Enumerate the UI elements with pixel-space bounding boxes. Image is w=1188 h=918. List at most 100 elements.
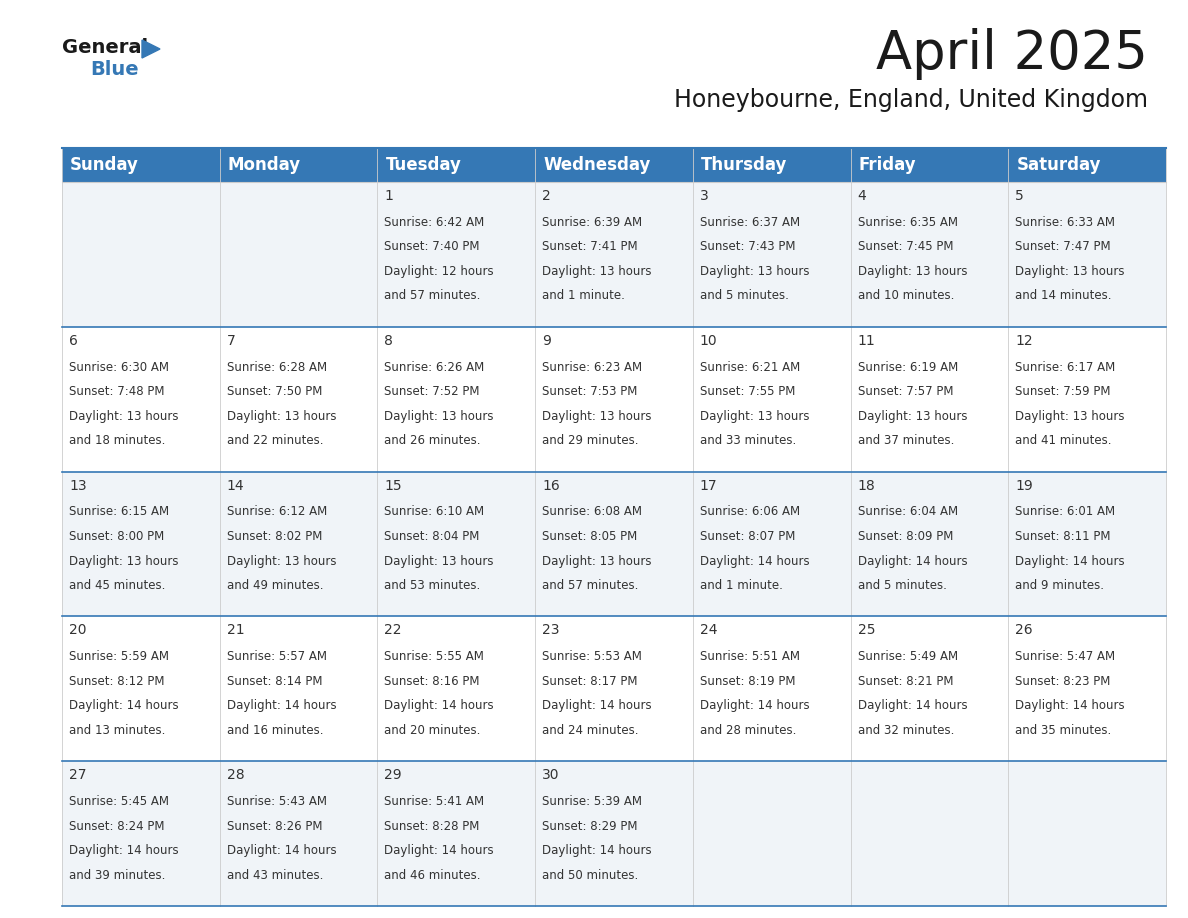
Text: Daylight: 13 hours: Daylight: 13 hours xyxy=(385,554,494,567)
Text: Sunrise: 6:08 AM: Sunrise: 6:08 AM xyxy=(542,506,643,519)
Bar xyxy=(1009,616,1165,761)
Text: Sunrise: 5:53 AM: Sunrise: 5:53 AM xyxy=(542,650,642,664)
Bar xyxy=(220,761,378,906)
Text: Daylight: 13 hours: Daylight: 13 hours xyxy=(1016,265,1125,278)
Text: Sunrise: 6:06 AM: Sunrise: 6:06 AM xyxy=(700,506,800,519)
Text: 7: 7 xyxy=(227,334,235,348)
Text: Sunrise: 5:55 AM: Sunrise: 5:55 AM xyxy=(385,650,485,664)
Text: Daylight: 13 hours: Daylight: 13 hours xyxy=(542,409,652,422)
Text: and 32 minutes.: and 32 minutes. xyxy=(858,723,954,737)
Text: 21: 21 xyxy=(227,623,245,637)
Text: and 57 minutes.: and 57 minutes. xyxy=(542,579,638,592)
Text: 13: 13 xyxy=(69,478,87,493)
Text: Sunrise: 5:59 AM: Sunrise: 5:59 AM xyxy=(69,650,169,664)
Bar xyxy=(1009,472,1165,616)
Bar xyxy=(378,472,535,616)
Bar xyxy=(378,182,535,327)
Bar xyxy=(1009,327,1165,472)
Bar xyxy=(851,472,1009,616)
Text: Sunday: Sunday xyxy=(70,156,139,174)
Text: Sunset: 8:17 PM: Sunset: 8:17 PM xyxy=(542,675,638,688)
Text: Daylight: 13 hours: Daylight: 13 hours xyxy=(227,409,336,422)
Text: Sunset: 8:19 PM: Sunset: 8:19 PM xyxy=(700,675,795,688)
Text: Sunrise: 5:57 AM: Sunrise: 5:57 AM xyxy=(227,650,327,664)
Text: Sunset: 7:43 PM: Sunset: 7:43 PM xyxy=(700,241,795,253)
Text: Sunset: 8:02 PM: Sunset: 8:02 PM xyxy=(227,530,322,543)
Text: Sunrise: 6:01 AM: Sunrise: 6:01 AM xyxy=(1016,506,1116,519)
Text: Sunrise: 6:28 AM: Sunrise: 6:28 AM xyxy=(227,361,327,374)
Bar xyxy=(851,616,1009,761)
Text: 25: 25 xyxy=(858,623,876,637)
Text: and 9 minutes.: and 9 minutes. xyxy=(1016,579,1105,592)
Text: Sunrise: 6:15 AM: Sunrise: 6:15 AM xyxy=(69,506,169,519)
Text: and 24 minutes.: and 24 minutes. xyxy=(542,723,639,737)
Text: Sunrise: 5:39 AM: Sunrise: 5:39 AM xyxy=(542,795,643,808)
Bar xyxy=(535,182,693,327)
Text: 15: 15 xyxy=(385,478,402,493)
Text: Honeybourne, England, United Kingdom: Honeybourne, England, United Kingdom xyxy=(674,88,1148,112)
Text: Daylight: 14 hours: Daylight: 14 hours xyxy=(69,845,178,857)
Text: 5: 5 xyxy=(1016,189,1024,203)
Text: Daylight: 13 hours: Daylight: 13 hours xyxy=(858,265,967,278)
Bar xyxy=(62,327,220,472)
Text: and 57 minutes.: and 57 minutes. xyxy=(385,289,481,302)
Bar xyxy=(535,327,693,472)
Text: and 20 minutes.: and 20 minutes. xyxy=(385,723,481,737)
Bar xyxy=(693,761,851,906)
Text: General: General xyxy=(62,38,148,57)
Text: and 10 minutes.: and 10 minutes. xyxy=(858,289,954,302)
Text: Daylight: 13 hours: Daylight: 13 hours xyxy=(542,265,652,278)
Text: April 2025: April 2025 xyxy=(876,28,1148,80)
Text: and 50 minutes.: and 50 minutes. xyxy=(542,868,638,881)
Text: Sunset: 8:24 PM: Sunset: 8:24 PM xyxy=(69,820,164,833)
Text: Sunrise: 6:37 AM: Sunrise: 6:37 AM xyxy=(700,216,800,229)
Bar xyxy=(62,616,220,761)
Text: Daylight: 13 hours: Daylight: 13 hours xyxy=(858,409,967,422)
Text: and 5 minutes.: and 5 minutes. xyxy=(700,289,789,302)
Text: 22: 22 xyxy=(385,623,402,637)
Text: and 28 minutes.: and 28 minutes. xyxy=(700,723,796,737)
Text: Daylight: 14 hours: Daylight: 14 hours xyxy=(858,700,967,712)
Text: Sunrise: 6:19 AM: Sunrise: 6:19 AM xyxy=(858,361,958,374)
Text: 11: 11 xyxy=(858,334,876,348)
Text: Daylight: 14 hours: Daylight: 14 hours xyxy=(227,700,336,712)
Text: Sunrise: 6:39 AM: Sunrise: 6:39 AM xyxy=(542,216,643,229)
Text: Sunset: 7:45 PM: Sunset: 7:45 PM xyxy=(858,241,953,253)
Text: Sunset: 7:57 PM: Sunset: 7:57 PM xyxy=(858,386,953,398)
Text: 20: 20 xyxy=(69,623,87,637)
Text: Daylight: 14 hours: Daylight: 14 hours xyxy=(385,700,494,712)
Text: Sunset: 8:11 PM: Sunset: 8:11 PM xyxy=(1016,530,1111,543)
Text: and 41 minutes.: and 41 minutes. xyxy=(1016,434,1112,447)
Text: 17: 17 xyxy=(700,478,718,493)
Text: Sunrise: 6:30 AM: Sunrise: 6:30 AM xyxy=(69,361,169,374)
Text: and 35 minutes.: and 35 minutes. xyxy=(1016,723,1112,737)
Bar xyxy=(693,327,851,472)
Text: Sunset: 7:50 PM: Sunset: 7:50 PM xyxy=(227,386,322,398)
Text: Friday: Friday xyxy=(859,156,916,174)
Text: Daylight: 14 hours: Daylight: 14 hours xyxy=(1016,554,1125,567)
Bar xyxy=(535,148,693,182)
Text: Sunset: 8:26 PM: Sunset: 8:26 PM xyxy=(227,820,322,833)
Text: 27: 27 xyxy=(69,768,87,782)
Text: 10: 10 xyxy=(700,334,718,348)
Text: Sunset: 7:47 PM: Sunset: 7:47 PM xyxy=(1016,241,1111,253)
Text: Monday: Monday xyxy=(228,156,301,174)
Text: 16: 16 xyxy=(542,478,560,493)
Text: 4: 4 xyxy=(858,189,866,203)
Text: Sunset: 8:04 PM: Sunset: 8:04 PM xyxy=(385,530,480,543)
Text: Sunrise: 5:47 AM: Sunrise: 5:47 AM xyxy=(1016,650,1116,664)
Text: Sunrise: 6:23 AM: Sunrise: 6:23 AM xyxy=(542,361,643,374)
Text: Sunrise: 6:42 AM: Sunrise: 6:42 AM xyxy=(385,216,485,229)
Text: Sunrise: 5:49 AM: Sunrise: 5:49 AM xyxy=(858,650,958,664)
Text: Daylight: 13 hours: Daylight: 13 hours xyxy=(1016,409,1125,422)
Text: Daylight: 14 hours: Daylight: 14 hours xyxy=(385,845,494,857)
Text: 19: 19 xyxy=(1016,478,1034,493)
Text: Sunrise: 6:17 AM: Sunrise: 6:17 AM xyxy=(1016,361,1116,374)
Text: 1: 1 xyxy=(385,189,393,203)
Bar xyxy=(62,761,220,906)
Bar xyxy=(378,761,535,906)
Text: Daylight: 13 hours: Daylight: 13 hours xyxy=(227,554,336,567)
Text: 6: 6 xyxy=(69,334,78,348)
Text: 12: 12 xyxy=(1016,334,1032,348)
Text: Daylight: 14 hours: Daylight: 14 hours xyxy=(700,700,809,712)
